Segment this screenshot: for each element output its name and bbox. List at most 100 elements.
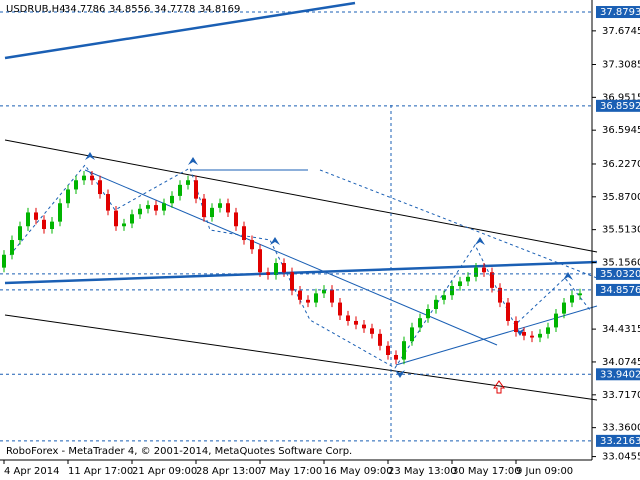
x-tick-label: 16 May 09:00 — [324, 466, 393, 477]
candle-body — [554, 313, 558, 328]
x-tick-label: 30 May 17:00 — [452, 466, 521, 477]
candle-body — [170, 195, 174, 204]
candle-body — [306, 299, 310, 303]
candle-body — [194, 180, 198, 199]
level-label: 33.2163 — [600, 436, 640, 447]
candle-body — [210, 207, 214, 218]
candle-body — [42, 219, 46, 229]
level-label: 33.9402 — [600, 369, 640, 380]
y-tick-label: 33.3600 — [602, 423, 640, 434]
trend-line — [4, 139, 598, 253]
candle-body — [466, 276, 470, 282]
y-tick-label: 35.5130 — [602, 225, 640, 236]
candle-body — [482, 267, 486, 273]
level-label: 34.8576 — [600, 285, 640, 296]
candle-body — [418, 318, 422, 328]
candle-body — [58, 203, 62, 222]
x-tick-label: 23 May 13:00 — [388, 466, 457, 477]
candle-body — [426, 309, 430, 319]
candle-body — [346, 315, 350, 321]
y-tick-label: 34.4315 — [602, 324, 640, 335]
candle-body — [50, 221, 54, 229]
candle-body — [442, 295, 446, 300]
candle-body — [378, 333, 382, 346]
candle-body — [490, 272, 494, 288]
candle-body — [562, 302, 566, 314]
candle-body — [66, 189, 70, 204]
y-tick-label: 36.5945 — [602, 125, 640, 136]
level-label-box — [596, 6, 640, 19]
candle-body — [242, 226, 246, 241]
candle-body — [106, 194, 110, 211]
level-label: 35.0320 — [600, 269, 640, 280]
candle-body — [10, 240, 14, 255]
header-value: 34.8169 — [199, 4, 240, 15]
candle-body — [338, 302, 342, 316]
candle-body — [146, 205, 150, 209]
candle-body — [202, 198, 206, 218]
candle-body — [154, 205, 158, 211]
x-tick-label: 21 Apr 09:00 — [132, 466, 197, 477]
y-tick-label: 34.0745 — [602, 357, 640, 368]
candle-body — [298, 290, 302, 300]
x-tick-label: 28 Apr 13:00 — [196, 466, 261, 477]
candle-body — [34, 212, 38, 220]
y-tick-label: 36.9515 — [602, 92, 640, 103]
header-value: 34.8556 — [109, 4, 150, 15]
candle-body — [498, 287, 502, 303]
candle-body — [474, 267, 478, 277]
candle-body — [370, 328, 374, 334]
level-label-box — [596, 434, 640, 447]
candle-body — [250, 240, 254, 250]
x-tick-label: 9 Jun 09:00 — [516, 466, 573, 477]
y-tick-label: 35.1560 — [602, 257, 640, 268]
candle-body — [322, 289, 326, 294]
footer: RoboForex - MetaTrader 4, © 2001-2014, M… — [6, 446, 352, 457]
level-label-box — [596, 283, 640, 296]
y-tick-label: 37.3085 — [602, 60, 640, 71]
header-value: 34.7786 — [64, 4, 105, 15]
candle-body — [546, 327, 550, 334]
candle-body — [114, 210, 118, 227]
candle-body — [514, 320, 518, 333]
chart-title: USDRUB,H4 — [6, 4, 66, 15]
y-tick-label: 33.7170 — [602, 390, 640, 401]
candle-body — [330, 289, 334, 303]
x-tick-label: 11 Apr 17:00 — [68, 466, 133, 477]
candle-body — [218, 203, 222, 208]
candle-body — [258, 249, 262, 273]
trend-line — [4, 260, 598, 285]
candle-body — [234, 212, 238, 227]
candle-body — [130, 214, 134, 224]
candle-body — [290, 272, 294, 291]
candle-body — [530, 335, 534, 338]
candle-body — [186, 180, 190, 185]
x-tick-label: 7 May 17:00 — [260, 466, 322, 477]
level-label: 37.8793 — [600, 7, 640, 18]
candle-body — [570, 295, 574, 303]
candle-body — [178, 184, 182, 196]
candle-body — [82, 175, 86, 181]
y-tick-label: 36.2270 — [602, 159, 640, 170]
candle-body — [74, 180, 78, 190]
x-tick-label: 4 Apr 2014 — [4, 466, 59, 477]
candle-body — [138, 208, 142, 215]
level-label: 36.8592 — [600, 101, 640, 112]
candle-body — [402, 341, 406, 360]
candle-body — [410, 327, 414, 342]
candle-body — [98, 180, 102, 195]
candle-body — [282, 263, 286, 273]
candle-body — [538, 333, 542, 338]
level-label-box — [596, 368, 640, 381]
level-label-box — [596, 267, 640, 280]
candle-body — [354, 320, 358, 325]
trend-line — [4, 314, 598, 401]
candle-body — [2, 254, 6, 268]
candle-body — [578, 293, 582, 296]
y-tick-label: 37.6745 — [602, 26, 640, 37]
candle-body — [458, 281, 462, 287]
candle-body — [314, 293, 318, 303]
candle-body — [122, 223, 126, 227]
